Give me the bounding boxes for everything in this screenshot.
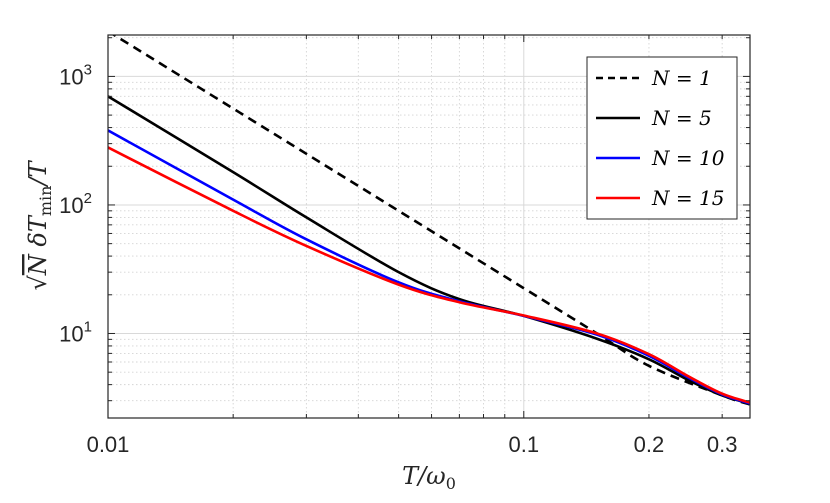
x-tick-label: 0.1	[508, 432, 539, 457]
x-tick-label: 0.01	[87, 432, 130, 457]
legend-label: N = 1	[651, 66, 712, 90]
x-axis-title: T/ω0	[402, 462, 456, 493]
series-line-1	[111, 35, 750, 406]
legend-items: N = 1 N = 5 N = 10 N = 15	[596, 66, 725, 210]
x-tick-label: 0.2	[634, 432, 665, 457]
y-tick-label: 103	[59, 61, 92, 89]
y-tick-label: 101	[59, 318, 92, 346]
x-tick-label: 0.3	[707, 432, 738, 457]
legend-label: N = 15	[651, 186, 724, 210]
legend-label: N = 10	[651, 146, 725, 170]
y-axis-title: √N δTmin/T	[24, 159, 55, 290]
legend: N = 1 N = 5 N = 10 N = 15	[586, 56, 738, 220]
series-layer	[108, 35, 750, 406]
series-line-4	[108, 146, 750, 404]
svg-text:√N δTmin/T: √N δTmin/T	[24, 159, 55, 290]
ticks	[107, 35, 750, 418]
plot-frame	[107, 34, 751, 419]
legend-label: N = 5	[651, 106, 712, 130]
tick-labels: 0.01 0.1 0.2 0.3 101 102 103	[59, 61, 737, 457]
grid	[107, 35, 750, 418]
legend-box	[586, 56, 738, 220]
y-tick-label: 102	[59, 190, 92, 218]
